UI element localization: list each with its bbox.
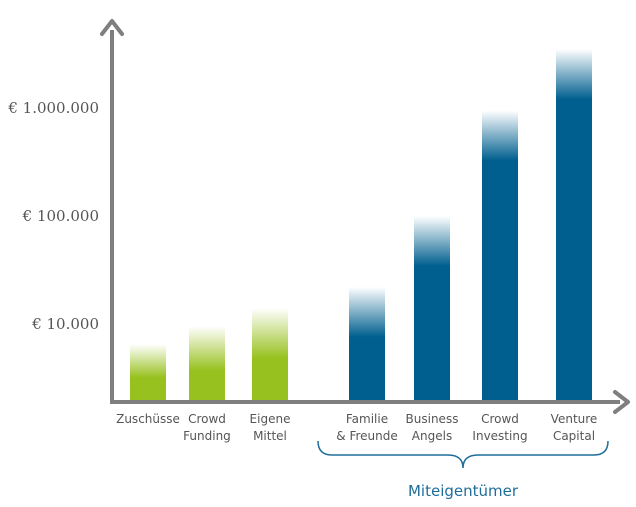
bar-familie-freunde: [349, 287, 385, 400]
x-tick-label: Familie & Freunde: [336, 412, 397, 443]
bar-zuschüsse: [130, 344, 166, 400]
x-tick-label: Venture Capital: [551, 412, 598, 443]
y-tick-labels: € 10.000 € 100.000 € 1.000.000: [7, 99, 99, 333]
x-tick-labels: Zuschüsse Crowd Funding Eigene Mittel Familie…: [116, 412, 597, 443]
x-tick-label: Crowd Funding: [183, 412, 231, 443]
x-tick-label: Business Angels: [406, 412, 459, 443]
group-label: Miteigentümer: [408, 482, 519, 500]
y-tick-label: € 1.000.000: [7, 99, 99, 117]
x-tick-label: Eigene Mittel: [250, 412, 291, 443]
miteigentuemer-brace: [317, 440, 609, 469]
bar-crowd-funding: [189, 326, 225, 400]
y-axis-arrowhead: [100, 19, 124, 36]
bar-eigene-mittel: [252, 308, 288, 400]
x-tick-label: Crowd Investing: [472, 412, 527, 443]
x-tick-label: Zuschüsse: [116, 412, 180, 426]
group-brace: Miteigentümer: [317, 440, 609, 500]
bar-venture-capital: [556, 49, 592, 400]
bar-business-angels: [414, 216, 450, 400]
x-axis-arrowhead: [613, 390, 630, 414]
bar-crowd-investing: [482, 110, 518, 400]
bars-group: [130, 49, 592, 400]
axes-group: [100, 19, 630, 414]
y-tick-label: € 10.000: [31, 315, 99, 333]
y-tick-label: € 100.000: [22, 207, 99, 225]
